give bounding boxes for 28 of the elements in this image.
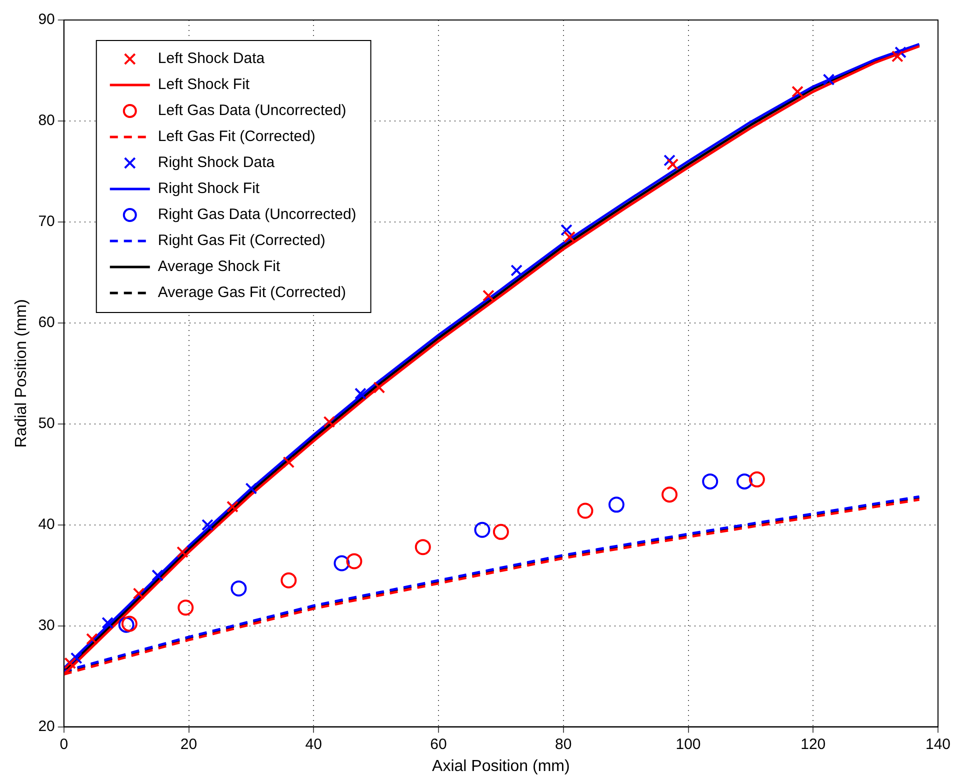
y-tick-label: 70: [38, 213, 55, 230]
legend-label: Right Gas Fit (Corrected): [158, 232, 326, 250]
x-tick-label: 40: [305, 736, 322, 753]
legend-label: Average Gas Fit (Corrected): [158, 284, 346, 302]
x-tick-label: 80: [555, 736, 572, 753]
x-axis-title: Axial Position (mm): [432, 758, 570, 775]
legend-label: Left Gas Fit (Corrected): [158, 128, 316, 146]
x-tick-label: 0: [60, 736, 68, 753]
y-tick-label: 40: [38, 516, 55, 533]
legend-label: Left Shock Data: [158, 50, 266, 68]
y-tick-label: 90: [38, 11, 55, 28]
y-tick-label: 50: [38, 415, 55, 432]
y-tick-label: 20: [38, 718, 55, 735]
legend-label: Right Shock Data: [158, 154, 276, 172]
y-tick-label: 60: [38, 314, 55, 332]
x-tick-label: 140: [925, 736, 951, 753]
y-tick-label: 80: [38, 112, 55, 130]
legend-label: Right Shock Fit: [158, 180, 260, 198]
x-tick-label: 60: [430, 736, 447, 753]
legend-label: Average Shock Fit: [158, 258, 281, 276]
legend-label: Left Gas Data (Uncorrected): [158, 102, 346, 120]
y-tick-label: 30: [38, 616, 55, 634]
x-tick-label: 20: [180, 736, 198, 753]
legend-label: Right Gas Data (Uncorrected): [158, 206, 356, 224]
legend-label: Left Shock Fit: [158, 76, 250, 94]
y-axis-title: Radial Position (mm): [13, 299, 30, 448]
x-tick-label: 120: [800, 736, 826, 753]
x-tick-label: 100: [676, 736, 701, 753]
